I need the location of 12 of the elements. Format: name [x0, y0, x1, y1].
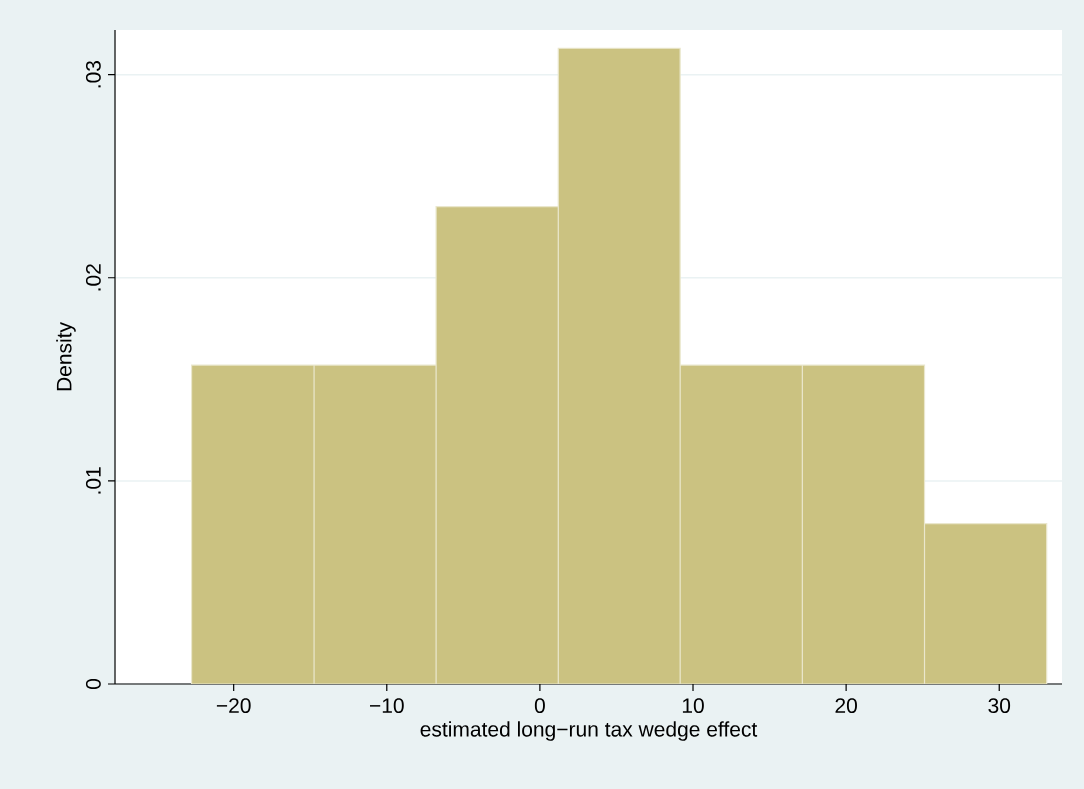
x-tick-label: 20 — [835, 698, 857, 714]
y-axis-title: Density — [56, 322, 76, 391]
x-tick-label: 0 — [534, 698, 545, 714]
x-tick-label: −20 — [216, 698, 251, 714]
x-tick-label: 10 — [682, 698, 704, 714]
y-tick-label: .01 — [85, 467, 101, 494]
y-tick-label: .03 — [85, 61, 101, 88]
y-tick-label: .02 — [85, 264, 101, 291]
y-tick-label: 0 — [85, 678, 101, 689]
x-tick-label: 30 — [988, 698, 1011, 714]
x-tick-label: −10 — [370, 698, 404, 714]
x-axis-title: estimated long−run tax wedge effect — [420, 721, 758, 741]
